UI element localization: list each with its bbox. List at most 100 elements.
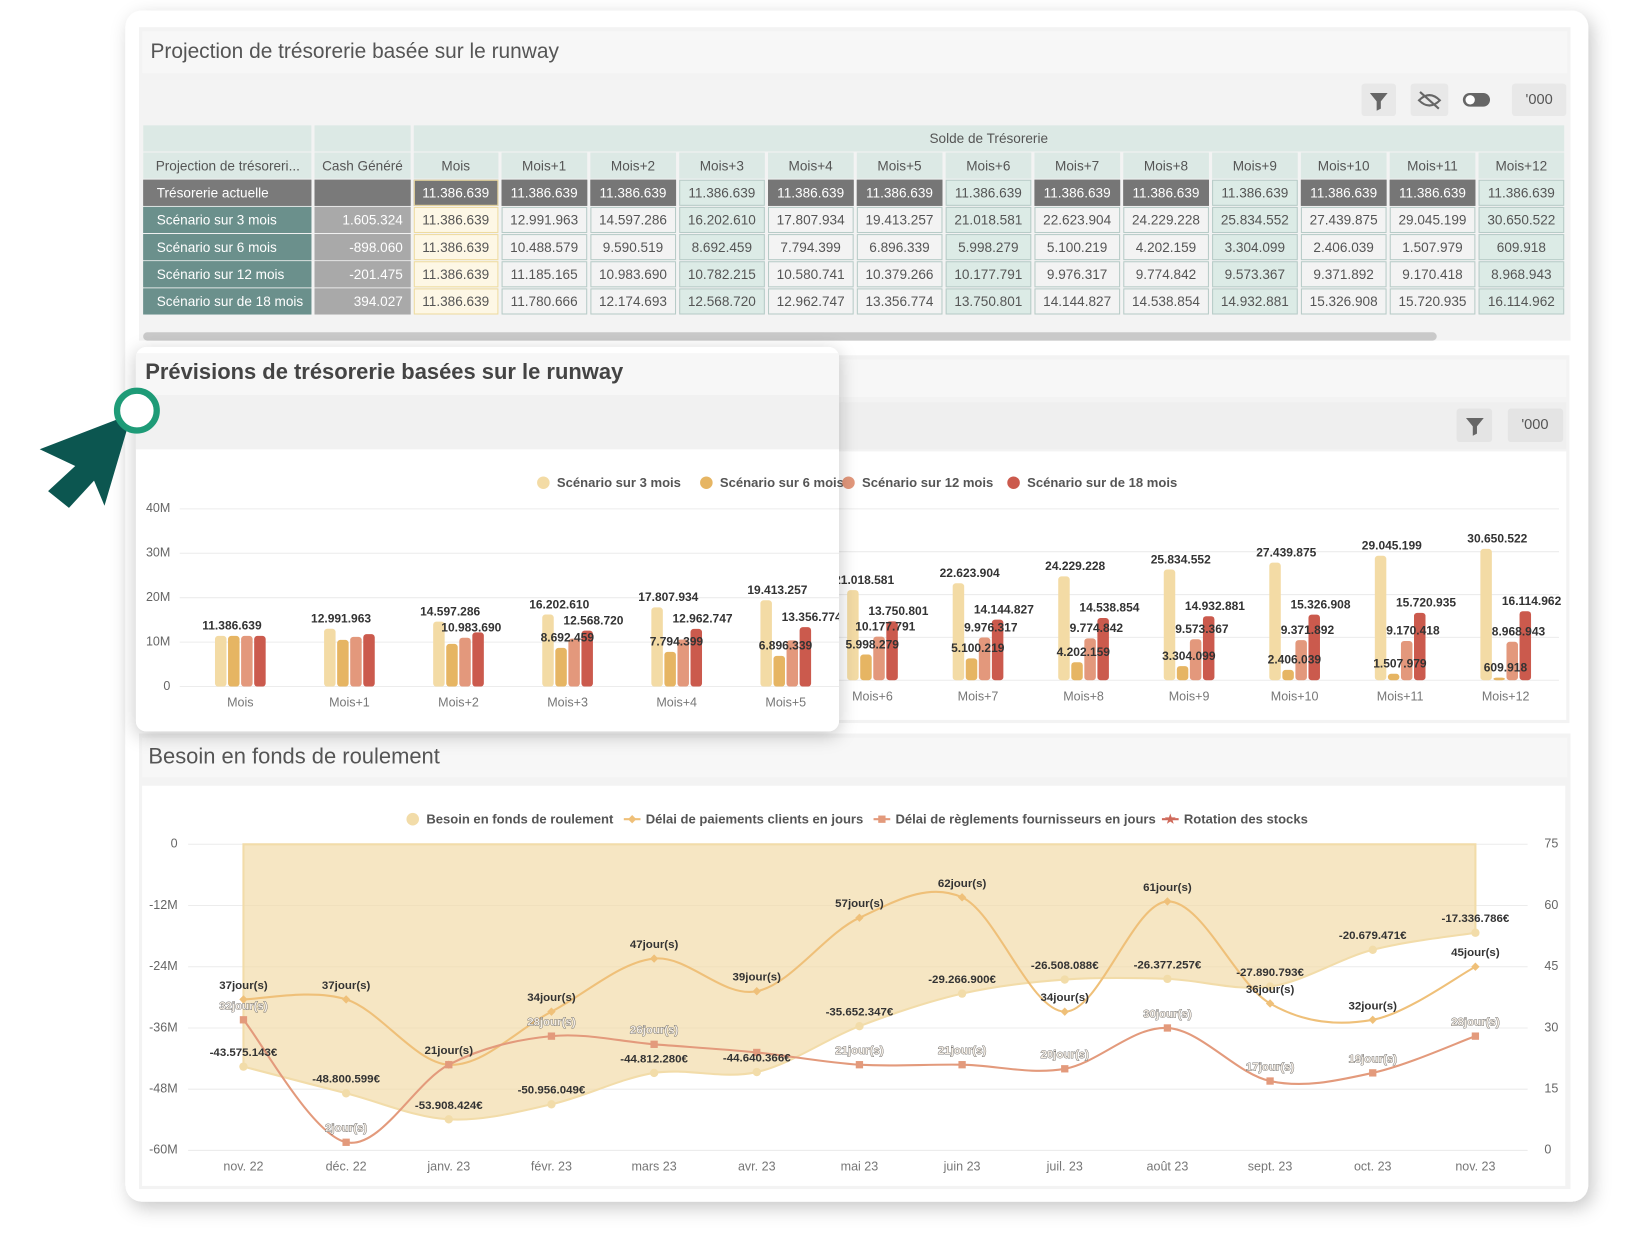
bar [690, 628, 703, 687]
bar [664, 651, 676, 687]
cell: 11.386.639 [413, 261, 499, 288]
filter-button[interactable] [1456, 408, 1493, 442]
x-tick-label: Mois+1 [329, 696, 370, 710]
legend-marker [842, 476, 855, 490]
data-label: -43.575.143€ [210, 1047, 278, 1059]
point [649, 954, 659, 963]
data-label: 37jour(s) [322, 980, 371, 992]
cell: 609.918 [1478, 234, 1565, 261]
bar [433, 621, 445, 687]
bar [952, 583, 965, 681]
data-label: 34jour(s) [527, 992, 576, 1004]
data-label: 12.991.963 [311, 612, 371, 626]
legend-label: Délai de paiements clients en jours [646, 812, 864, 827]
y-tick-label: 20M [146, 590, 170, 604]
data-label: 14.538.854 [1079, 601, 1139, 615]
x-tick-label: févr. 23 [531, 1159, 572, 1173]
data-label: 47jour(s) [630, 939, 679, 951]
data-label: 9.170.418 [1386, 624, 1440, 638]
data-label: 19jour(s) [1348, 1053, 1397, 1065]
bar [363, 634, 375, 687]
bar [1269, 562, 1281, 681]
point [342, 1138, 350, 1146]
bar [337, 639, 349, 687]
cell: 5.998.279 [945, 234, 1032, 261]
data-label: 45jour(s) [1451, 947, 1500, 959]
column-header: Mois+8 [1123, 152, 1209, 179]
y-tick-label: 40M [146, 501, 170, 515]
data-label: -20.679.471€ [1339, 930, 1407, 942]
cell: 16.114.962 [1478, 288, 1565, 315]
cell: 11.386.639 [413, 206, 499, 234]
data-label: -27.890.793€ [1236, 967, 1304, 979]
x-tick-label: nov. 22 [223, 1159, 263, 1173]
cell: 6.896.339 [856, 234, 943, 261]
scrollbar[interactable] [143, 332, 1437, 341]
x-tick-label: Mois+3 [547, 696, 588, 710]
data-label: 27.439.875 [1256, 545, 1316, 559]
bar [1374, 555, 1387, 681]
point [957, 989, 967, 998]
column-header: Mois+11 [1389, 152, 1476, 179]
bar [1295, 640, 1307, 681]
bar [847, 590, 859, 681]
cursor-arrow [39, 413, 132, 508]
data-label: 37jour(s) [219, 980, 268, 992]
bar [324, 628, 336, 687]
bar [1163, 569, 1176, 681]
cell: 10.488.579 [501, 234, 588, 261]
data-label: 6.896.339 [759, 639, 813, 653]
data-label: 12.568.720 [563, 613, 623, 627]
data-label: -50.956.049€ [518, 1085, 586, 1097]
bar [1414, 612, 1426, 681]
data-label: 13.750.801 [868, 604, 928, 618]
point [855, 1022, 864, 1031]
overlay-card: Prévisions de trésorerie basées sur le r… [135, 346, 840, 732]
column-header: Mois+10 [1300, 152, 1387, 179]
x-tick-label: Mois [227, 696, 253, 710]
cell: 2.406.039 [1300, 234, 1387, 261]
x-tick-label: Mois+12 [1482, 689, 1530, 703]
x-tick-label: oct. 23 [1354, 1159, 1392, 1173]
data-label: 8.968.943 [1492, 625, 1546, 639]
unit-button[interactable]: '000 [1507, 408, 1564, 442]
cell: 9.170.418 [1389, 261, 1476, 288]
cell: 15.326.908 [1300, 288, 1387, 315]
point [444, 1115, 453, 1124]
x-tick-label: mars 23 [631, 1159, 676, 1173]
y-tick-label: -48M [149, 1082, 178, 1096]
cursor [39, 387, 160, 508]
cell: 27.439.875 [1300, 206, 1387, 234]
column-header: Projection de trésoreri... [143, 152, 312, 179]
filter-button[interactable] [1361, 83, 1396, 116]
data-label: 9.371.892 [1281, 623, 1335, 637]
x-tick-label: Mois+7 [958, 689, 999, 703]
cell: 1.605.324 [314, 206, 411, 234]
cell: 1.507.979 [1389, 234, 1476, 261]
cursor-ring [113, 387, 160, 434]
point [650, 1040, 658, 1048]
point [1265, 999, 1275, 1008]
data-label: 30jour(s) [1143, 1008, 1192, 1020]
cell: 11.185.165 [501, 261, 588, 288]
point [547, 1032, 556, 1040]
hide-button[interactable] [1410, 83, 1449, 116]
column-header: Mois+12 [1478, 152, 1565, 179]
legend-label: Rotation des stocks [1184, 812, 1308, 827]
toggle[interactable] [1462, 92, 1491, 107]
bar [978, 637, 991, 681]
group-header: Solde de Trésorerie [413, 125, 1565, 152]
cell: 11.386.639 [1123, 179, 1209, 206]
bar [1097, 617, 1109, 681]
header-row: Projection de trésoreri... Cash Généré Moi… [143, 152, 1565, 179]
cell: 9.371.892 [1300, 261, 1387, 288]
column-header: Mois [413, 152, 499, 179]
column-header: Mois+4 [767, 152, 854, 179]
y-tick-label: 30M [146, 546, 170, 560]
point [649, 1068, 659, 1078]
cell [314, 179, 411, 206]
unit-button[interactable]: '000 [1511, 83, 1567, 116]
column-header: Mois+5 [856, 152, 943, 179]
row-label: Scénario sur de 18 mois [143, 288, 312, 315]
